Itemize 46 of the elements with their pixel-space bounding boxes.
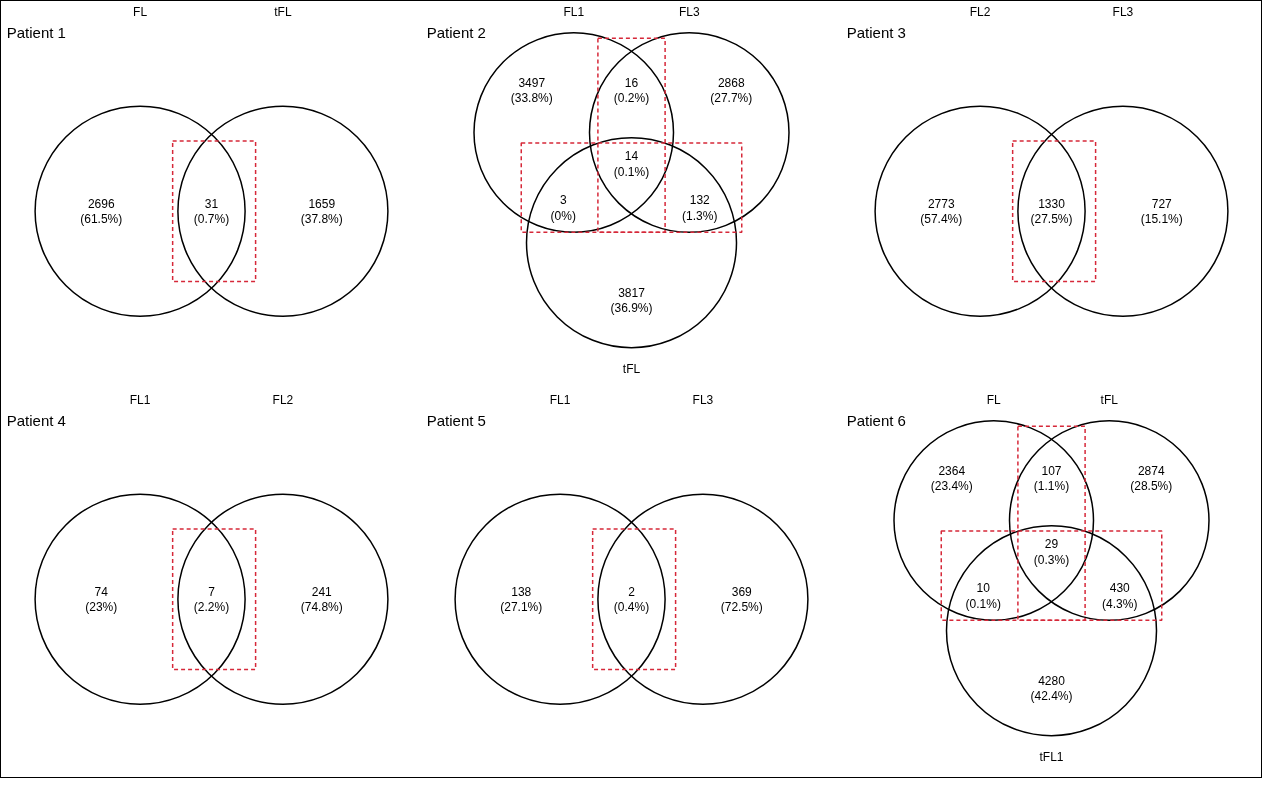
text: FL [133, 4, 148, 19]
data-label: 2 (0.4%) [613, 584, 650, 614]
text: FL1 [563, 4, 585, 19]
data-label: 430 (4.3%) [1102, 581, 1138, 611]
data-label: 14 (0.1%) [613, 149, 650, 179]
text: FL3 [678, 4, 700, 19]
text: FL3 [692, 392, 714, 407]
data-label: 74 (23%) [85, 584, 118, 614]
data-label: 1659 (37.8%) [300, 196, 343, 226]
text: FL1 [129, 392, 151, 407]
text: Patient 3 [846, 24, 906, 42]
text: Patient 6 [846, 412, 906, 430]
data-label: 31 (0.7%) [193, 196, 230, 226]
data-label: 3 (0%) [550, 193, 576, 223]
data-label: 727 (15.1%) [1140, 196, 1183, 226]
data-label: 132 (1.3%) [682, 193, 718, 223]
data-label: 16 (0.2%) [613, 75, 650, 106]
text: tFL [274, 4, 292, 19]
data-label: 4280 (42.4%) [1030, 673, 1073, 704]
data-label: 2868 (27.7%) [710, 75, 753, 106]
data-label: 3817 (36.9%) [610, 285, 653, 316]
data-label: 369 (72.5%) [720, 584, 763, 614]
text: FL2 [272, 392, 294, 407]
data-label: 29 (0.3%) [1033, 537, 1070, 567]
text: FL2 [969, 4, 991, 19]
text: tFL [622, 361, 641, 376]
text: tFL1 [1039, 749, 1064, 764]
text: tFL [1100, 392, 1119, 407]
data-label: 2874 (28.5%) [1130, 463, 1173, 494]
text: FL1 [549, 392, 571, 407]
data-label: 138 (27.1%) [500, 584, 543, 614]
text: FL [986, 392, 1002, 407]
data-label: 241 (74.8%) [300, 584, 343, 614]
data-label: 107 (1.1%) [1033, 463, 1070, 494]
data-label: 10 (0.1%) [965, 581, 1001, 611]
data-label: 2773 (57.4%) [920, 196, 963, 226]
text: Patient 5 [426, 412, 486, 430]
text: Patient 2 [426, 24, 486, 42]
data-label: 3497 (33.8%) [510, 75, 553, 106]
data-label: 7 (2.2%) [193, 584, 230, 614]
data-label: 2364 (23.4%) [930, 463, 973, 494]
text: FL3 [1112, 4, 1134, 19]
data-label: 1330 (27.5%) [1030, 196, 1073, 226]
data-label: 2696 (61.5%) [80, 196, 123, 226]
text: Patient 1 [6, 24, 66, 42]
text: Patient 4 [6, 412, 66, 430]
